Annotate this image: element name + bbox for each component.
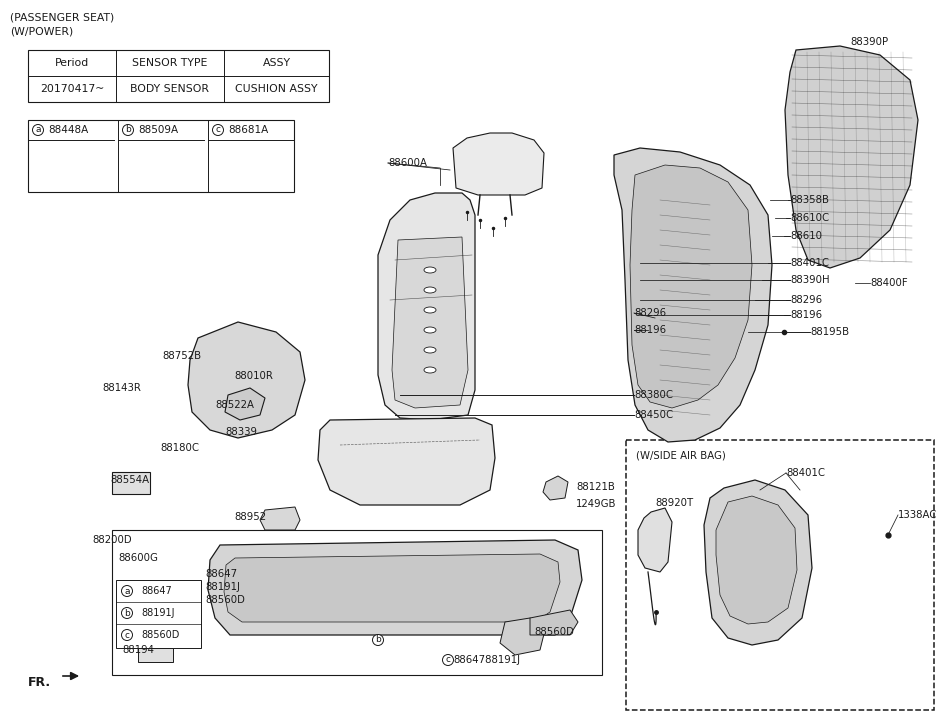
Text: c: c: [445, 656, 451, 664]
Text: (W/POWER): (W/POWER): [10, 26, 74, 36]
Text: 88380C: 88380C: [634, 390, 673, 400]
Text: 88509A: 88509A: [138, 125, 178, 135]
Polygon shape: [530, 610, 578, 635]
Text: 88560D: 88560D: [534, 627, 574, 637]
Bar: [138, 648, 173, 662]
Polygon shape: [318, 418, 495, 505]
Text: b: b: [125, 126, 131, 134]
Text: 88600G: 88600G: [118, 553, 157, 563]
Bar: [626, 440, 934, 710]
Text: 1338AC: 1338AC: [898, 510, 937, 520]
Text: 88610C: 88610C: [790, 213, 829, 223]
Text: 88010R: 88010R: [234, 371, 273, 381]
Circle shape: [212, 124, 223, 135]
Text: a: a: [35, 126, 41, 134]
Polygon shape: [500, 618, 545, 655]
Circle shape: [442, 654, 454, 665]
Polygon shape: [225, 388, 265, 420]
Polygon shape: [638, 508, 672, 572]
Text: 88296: 88296: [634, 308, 666, 318]
Text: (W/SIDE AIR BAG): (W/SIDE AIR BAG): [636, 451, 726, 461]
Bar: [28, 50, 329, 102]
Text: CUSHION ASSY: CUSHION ASSY: [235, 84, 318, 94]
Circle shape: [122, 585, 133, 596]
Polygon shape: [260, 507, 300, 530]
Text: 88180C: 88180C: [160, 443, 199, 453]
Text: 88143R: 88143R: [102, 383, 141, 393]
Text: 88554A: 88554A: [110, 475, 149, 485]
Polygon shape: [453, 133, 544, 195]
Text: 88339: 88339: [225, 427, 257, 437]
Text: c: c: [216, 126, 221, 134]
Bar: [112, 472, 150, 494]
Text: 88560D: 88560D: [205, 595, 245, 605]
Text: 88194: 88194: [122, 645, 154, 655]
Text: 88600A: 88600A: [388, 158, 427, 168]
Text: 88952: 88952: [234, 512, 266, 522]
Polygon shape: [392, 237, 468, 408]
Text: b: b: [375, 635, 381, 645]
Text: 88647: 88647: [141, 586, 172, 596]
Text: FR.: FR.: [28, 675, 51, 688]
Circle shape: [372, 635, 384, 646]
Polygon shape: [614, 148, 772, 442]
Circle shape: [122, 608, 133, 619]
Text: 20170417~: 20170417~: [40, 84, 104, 94]
Polygon shape: [716, 496, 797, 624]
Polygon shape: [630, 165, 752, 408]
Polygon shape: [543, 476, 568, 500]
Text: 88401C: 88401C: [790, 258, 829, 268]
Text: 88296: 88296: [790, 295, 822, 305]
Text: (PASSENGER SEAT): (PASSENGER SEAT): [10, 12, 114, 22]
Ellipse shape: [424, 347, 436, 353]
Text: 88200D: 88200D: [92, 535, 132, 545]
Text: 88560D: 88560D: [141, 630, 179, 640]
Bar: [28, 120, 294, 192]
Text: 88390H: 88390H: [790, 275, 830, 285]
Circle shape: [123, 124, 134, 135]
Text: Period: Period: [55, 58, 90, 68]
Polygon shape: [208, 540, 582, 635]
Text: 88196: 88196: [790, 310, 822, 320]
Text: 1249GB: 1249GB: [576, 499, 617, 509]
Text: 88191J: 88191J: [205, 582, 240, 592]
Polygon shape: [378, 193, 475, 420]
Ellipse shape: [424, 367, 436, 373]
Circle shape: [32, 124, 43, 135]
Ellipse shape: [424, 287, 436, 293]
Text: a: a: [124, 587, 130, 595]
Text: 88920T: 88920T: [655, 498, 693, 508]
Text: 8864788191J: 8864788191J: [453, 655, 521, 665]
Text: 88400F: 88400F: [870, 278, 907, 288]
Bar: [116, 580, 201, 648]
Text: 88681A: 88681A: [228, 125, 268, 135]
Ellipse shape: [424, 307, 436, 313]
Text: 88522A: 88522A: [215, 400, 254, 410]
Text: b: b: [124, 608, 130, 617]
Text: 88358B: 88358B: [790, 195, 829, 205]
Polygon shape: [188, 322, 305, 438]
Circle shape: [122, 630, 133, 640]
Text: 88647: 88647: [205, 569, 237, 579]
Bar: [112, 530, 602, 675]
Ellipse shape: [424, 267, 436, 273]
Text: 88191J: 88191J: [141, 608, 174, 618]
Text: 88121B: 88121B: [576, 482, 615, 492]
Text: 88448A: 88448A: [48, 125, 89, 135]
Text: BODY SENSOR: BODY SENSOR: [130, 84, 209, 94]
Polygon shape: [224, 554, 560, 622]
Text: c: c: [124, 630, 129, 640]
Text: ASSY: ASSY: [262, 58, 290, 68]
Text: 88390P: 88390P: [850, 37, 888, 47]
Text: SENSOR TYPE: SENSOR TYPE: [132, 58, 207, 68]
Text: 88196: 88196: [634, 325, 666, 335]
Ellipse shape: [424, 327, 436, 333]
Polygon shape: [704, 480, 812, 645]
Text: 88610: 88610: [790, 231, 822, 241]
Text: 88450C: 88450C: [634, 410, 673, 420]
Text: 88195B: 88195B: [810, 327, 849, 337]
Text: 88752B: 88752B: [162, 351, 201, 361]
Text: 88401C: 88401C: [786, 468, 825, 478]
Polygon shape: [785, 46, 918, 268]
